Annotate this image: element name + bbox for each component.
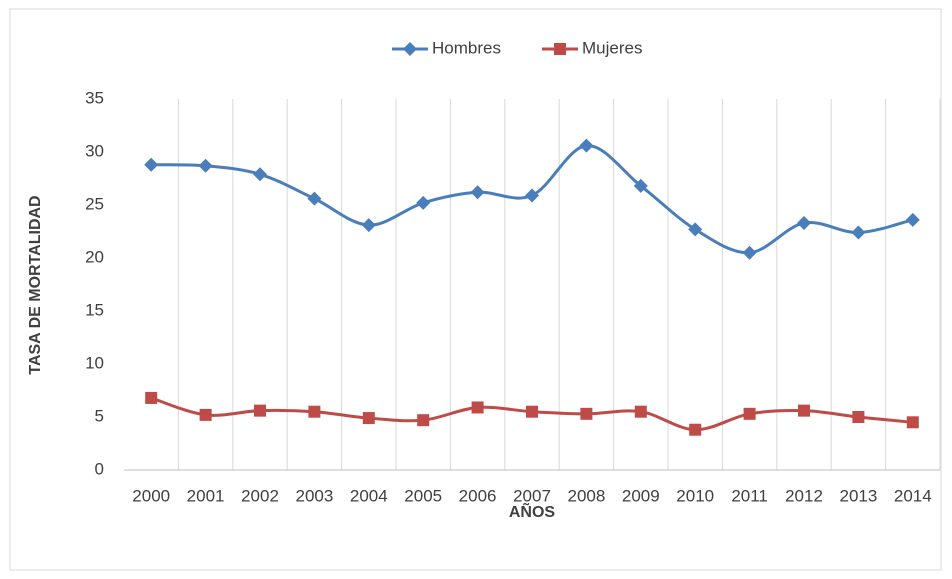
x-tick-label: 2008 [567,486,605,505]
x-tick-label: 2014 [894,486,932,505]
y-tick-label: 5 [95,406,104,425]
y-tick-label: 15 [85,300,104,319]
y-tick-label: 35 [85,88,104,107]
y-tick-label: 25 [85,194,104,213]
marker [471,401,484,414]
marker [526,405,538,418]
marker [906,416,919,429]
x-tick-label: 2007 [513,486,551,505]
x-tick-label: 2011 [731,486,768,505]
marker [579,138,594,153]
legend-label: Hombres [432,38,501,57]
y-tick-label: 30 [85,141,104,160]
chart-border [9,8,942,571]
y-axis-title: TASA DE MORTALIDAD [27,195,44,374]
marker [403,42,417,56]
x-tick-label: 2006 [459,486,497,505]
marker [797,216,811,231]
legend-item: Hombres [392,38,501,57]
marker [417,414,430,427]
x-tick-label: 2002 [241,486,279,505]
marker [307,191,322,206]
x-tick-label: 2003 [295,486,333,505]
marker [308,405,321,418]
marker [852,411,865,423]
x-tick-label: 2001 [187,486,225,505]
marker [144,157,159,172]
marker [905,212,920,227]
x-tick-label: 2005 [404,486,442,505]
legend-label: Mujeres [582,38,642,57]
marker [554,43,566,55]
marker [254,404,266,417]
marker [198,158,213,173]
x-tick-label: 2010 [676,486,714,505]
marker [688,222,703,237]
y-tick-label: 20 [85,247,104,266]
marker [362,412,375,425]
x-tick-label: 2009 [622,486,660,505]
x-tick-label: 2004 [350,486,388,505]
marker [743,407,756,420]
marker [199,408,212,421]
x-tick-label: 2000 [132,486,170,505]
marker [470,185,485,200]
x-tick-label: 2012 [785,486,823,505]
marker [798,404,810,417]
marker [416,195,431,210]
marker [145,391,158,404]
marker [633,178,648,193]
marker [580,407,593,420]
marker [361,218,376,233]
marker [525,188,539,203]
marker [851,225,866,240]
x-axis-title: AÑOS [509,501,556,521]
legend-item: Mujeres [542,38,642,57]
x-tick-label: 2013 [839,486,877,505]
series-line [151,144,914,255]
y-tick-label: 0 [95,459,104,478]
marker [742,245,757,260]
marker [689,423,702,436]
marker [634,405,647,418]
marker [253,167,267,182]
y-tick-label: 10 [85,353,104,372]
